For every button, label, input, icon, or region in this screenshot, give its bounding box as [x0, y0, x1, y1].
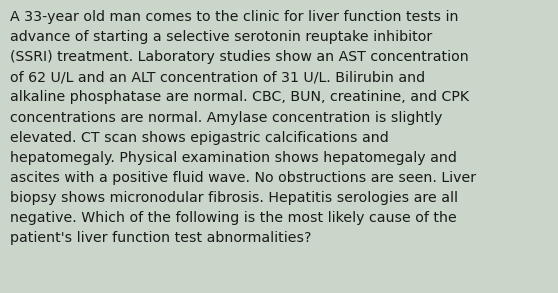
Text: A 33-year old man comes to the clinic for liver function tests in
advance of sta: A 33-year old man comes to the clinic fo… [10, 10, 476, 245]
